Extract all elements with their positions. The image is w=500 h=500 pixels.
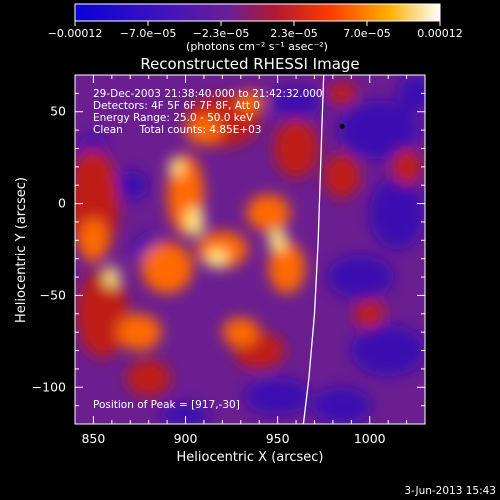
- heatmap-blob: [244, 378, 311, 415]
- heatmap-blob: [273, 119, 319, 178]
- colorbar-tick-label: −2.3e−05: [193, 27, 250, 40]
- x-tick-label: 900: [174, 431, 198, 446]
- heatmap-blob: [205, 249, 228, 268]
- heatmap-image: [75, 75, 425, 424]
- heatmap-blob: [391, 148, 422, 186]
- heatmap-blob: [117, 313, 162, 351]
- y-tick-label: 50: [50, 104, 66, 119]
- heatmap-blob: [222, 317, 260, 347]
- annotation-energy: Energy Range: 25.0 - 50.0 keV: [93, 112, 254, 124]
- colorbar-tick-label: 0.00012: [417, 27, 463, 40]
- heatmap-blob: [369, 176, 425, 250]
- heatmap-blob: [323, 153, 361, 199]
- colorbar-tick-label: −7.0e−05: [120, 27, 177, 40]
- x-tick-label: 850: [81, 431, 105, 446]
- heatmap-blob: [312, 387, 372, 424]
- heatmap-blob: [327, 82, 357, 105]
- heatmap-blob: [141, 242, 193, 294]
- solar-limb: [302, 75, 325, 424]
- annotation-time: 29-Dec-2003 21:38:40.000 to 21:42:32.000: [93, 88, 323, 100]
- heatmap-blob: [159, 403, 212, 424]
- colorbar: [74, 3, 441, 22]
- heatmap-blob: [268, 242, 306, 294]
- colorbar-ticks: [74, 21, 441, 26]
- heatmap-blob: [76, 269, 129, 358]
- heatmap-blob: [185, 115, 223, 145]
- x-tick-label: 1000: [354, 431, 386, 446]
- y-axis-label: Heliocentric Y (arcsec): [14, 177, 29, 323]
- x-axis-label: Heliocentric X (arcsec): [177, 450, 324, 465]
- peak-position-label: Position of Peak = [917,-30]: [93, 399, 240, 411]
- colorbar-tick-label: −0.00012: [48, 27, 103, 40]
- heatmap-blob: [168, 157, 184, 177]
- heatmap-blob: [111, 170, 149, 200]
- heatmap-blob: [355, 299, 385, 329]
- plot-frame: [74, 74, 426, 425]
- footer-date: 3-Jun-2013 15:43: [404, 485, 496, 497]
- heatmap-blob: [78, 218, 109, 263]
- heatmap-blob: [270, 87, 322, 118]
- heatmap-blob: [268, 229, 287, 252]
- heatmap-blob: [397, 75, 425, 112]
- chart-title: Reconstructed RHESSI Image: [140, 55, 359, 73]
- annotation-detectors: Detectors: 4F 5F 6F 7F 8F, Att 0: [93, 100, 260, 112]
- heatmap-blob: [104, 266, 120, 289]
- y-tick-label: −100: [32, 379, 66, 394]
- heatmap-blob: [246, 194, 291, 232]
- heatmap-blob: [235, 91, 265, 114]
- heatmap-blob: [351, 324, 425, 377]
- y-tick-label: −50: [40, 287, 66, 302]
- heatmap-blob: [126, 359, 171, 397]
- heatmap-blob: [338, 100, 420, 160]
- annotation-counts: Clean Total counts: 4.85E+03: [93, 124, 262, 136]
- heatmap-blob: [185, 207, 204, 237]
- colorbar-tick-label: 7.0e−05: [343, 27, 390, 40]
- x-tick-label: 950: [266, 431, 290, 446]
- colorbar-unit-label: (photons cm⁻² s⁻¹ asec⁻²): [186, 40, 328, 53]
- peak-marker: [339, 123, 345, 129]
- y-tick-label: 0: [58, 196, 66, 211]
- axes: [75, 75, 425, 424]
- heatmap-blob: [327, 255, 394, 300]
- colorbar-tick-label: 2.3e−05: [270, 27, 317, 40]
